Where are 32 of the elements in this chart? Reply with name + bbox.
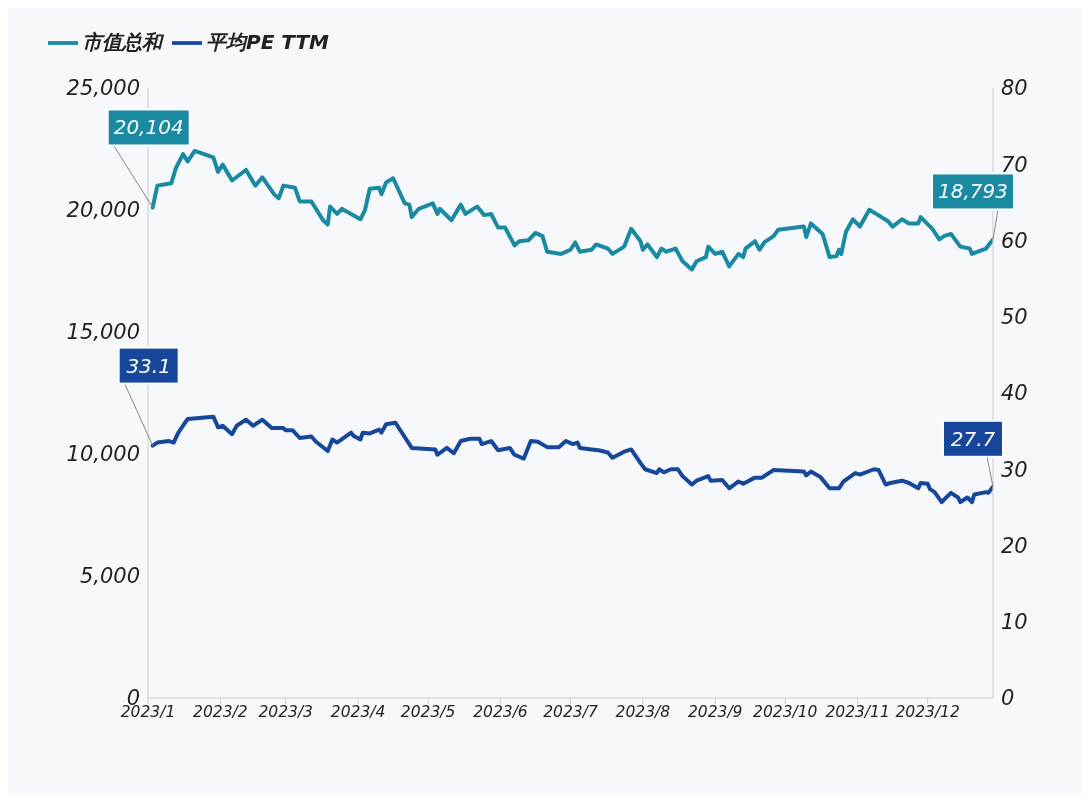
y2-tick-label: 70 [1001,152,1028,177]
x-tick-label: 2023/5 [400,703,456,722]
y2-tick-label: 10 [1001,610,1028,635]
data-label: 18,793 [938,179,1008,204]
x-tick-label: 2023/12 [895,703,960,722]
data-label: 20,104 [113,115,184,140]
y-tick-label: 20,000 [66,198,140,223]
line-series [150,414,993,505]
x-tick-label: 2023/11 [825,703,890,722]
x-tick-label: 2023/6 [473,703,528,722]
y2-tick-label: 80 [1001,76,1028,101]
legend-label: 市值总和 [82,29,162,54]
x-tick-label: 2023/8 [615,703,671,722]
y2-tick-label: 20 [1001,533,1028,558]
data-label: 27.7 [950,426,996,451]
x-tick-label: 2023/10 [753,703,818,722]
y2-tick-label: 30 [1001,457,1028,482]
x-tick-label: 2023/2 [193,703,248,722]
x-tick-label: 2023/3 [258,703,313,722]
y-tick-label: 10,000 [66,442,140,467]
y-tick-label: 5,000 [79,564,140,589]
x-tick-label: 2023/7 [543,703,598,722]
y2-tick-label: 0 [1001,686,1015,711]
y-tick-label: 15,000 [66,320,140,345]
x-tick-label: 2023/4 [330,703,386,722]
y2-tick-label: 50 [1001,305,1028,330]
y2-tick-label: 40 [1001,381,1028,406]
y-tick-label: 25,000 [66,76,140,101]
legend-label: 平均PE TTM [206,29,329,54]
x-tick-label: 2023/9 [687,703,743,722]
data-label: 33.1 [126,353,171,378]
y2-tick-label: 60 [1001,228,1028,253]
